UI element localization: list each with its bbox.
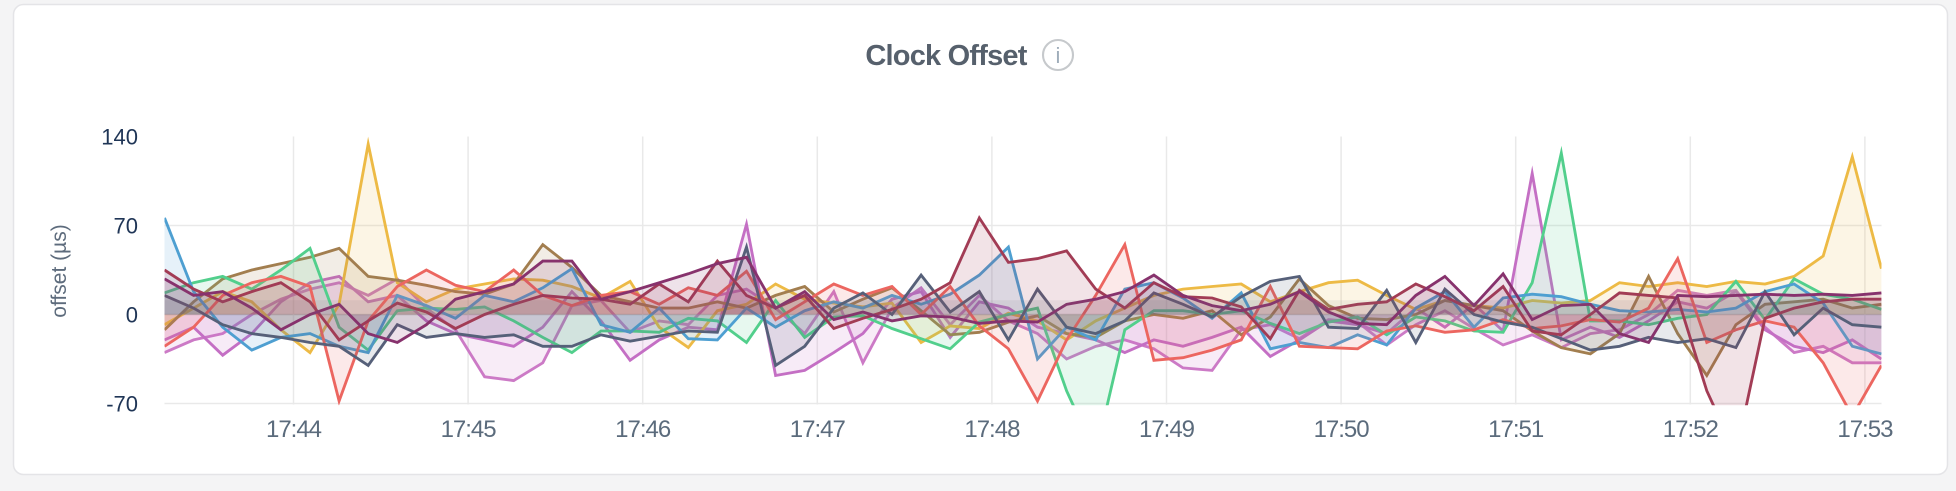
svg-text:17:51: 17:51 xyxy=(1488,416,1544,443)
svg-text:0: 0 xyxy=(126,303,138,328)
svg-text:140: 140 xyxy=(101,125,138,150)
svg-text:17:44: 17:44 xyxy=(266,416,322,443)
svg-text:17:50: 17:50 xyxy=(1314,416,1370,443)
svg-text:17:52: 17:52 xyxy=(1663,416,1719,443)
svg-text:17:48: 17:48 xyxy=(964,416,1020,443)
svg-text:17:47: 17:47 xyxy=(790,416,846,443)
svg-text:i: i xyxy=(1056,43,1061,68)
svg-text:offset (µs): offset (µs) xyxy=(48,224,71,317)
svg-text:17:53: 17:53 xyxy=(1837,416,1893,443)
svg-text:-70: -70 xyxy=(106,392,138,417)
svg-text:17:45: 17:45 xyxy=(441,416,497,443)
svg-text:70: 70 xyxy=(114,214,138,239)
svg-text:17:49: 17:49 xyxy=(1139,416,1195,443)
svg-text:Clock Offset: Clock Offset xyxy=(865,40,1027,72)
svg-text:17:46: 17:46 xyxy=(615,416,671,443)
